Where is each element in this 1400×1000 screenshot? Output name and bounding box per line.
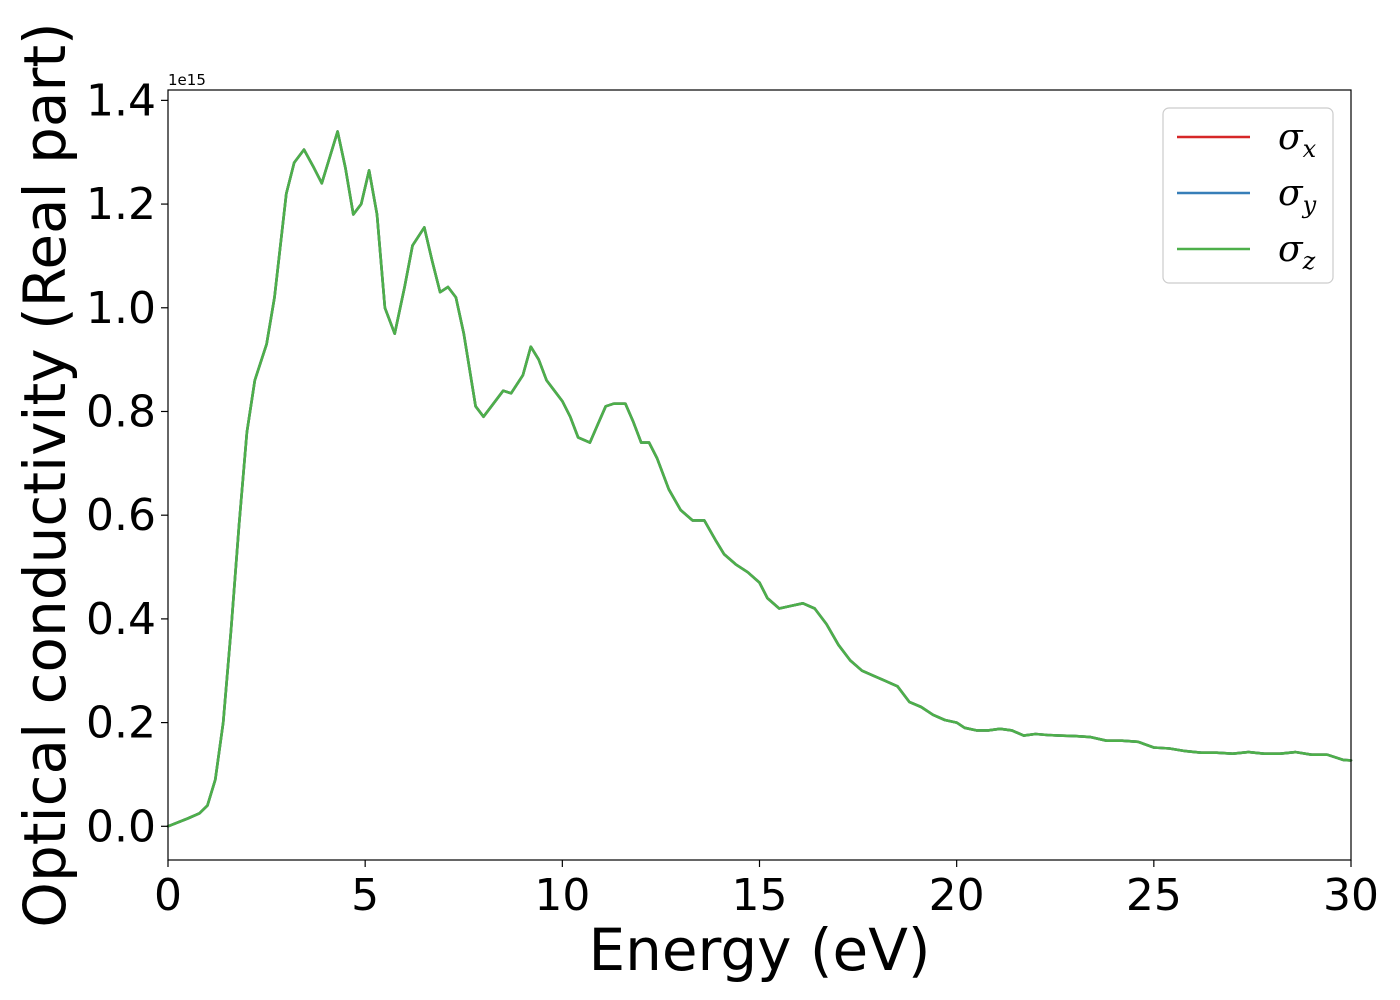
y-tick-label: 1.4: [86, 75, 156, 126]
y-tick-label: 0.4: [86, 594, 156, 645]
y-axis-title: Optical conductivity (Real part): [11, 22, 79, 927]
legend: σx σy σz: [1162, 107, 1334, 284]
series-line-z: [166, 130, 1353, 828]
legend-label: σx: [1278, 117, 1317, 163]
y-axis-offset-label: 1e15: [168, 71, 206, 89]
legend-label: σy: [1278, 173, 1317, 219]
y-tick-label: 0.6: [86, 490, 156, 541]
x-tick-label: 25: [1126, 870, 1182, 921]
series-layer: [166, 130, 1353, 828]
x-axis-title: Energy (eV): [588, 916, 930, 984]
x-tick-label: 30: [1323, 870, 1379, 921]
x-axis: 0 5 10 15 20 25 30: [154, 860, 1379, 921]
legend-label: σz: [1278, 229, 1316, 275]
legend-entry-z: σz: [1177, 229, 1316, 275]
legend-box: [1162, 107, 1334, 284]
legend-entry-x: σx: [1177, 117, 1317, 163]
x-tick-label: 10: [534, 870, 590, 921]
y-tick-label: 1.0: [86, 283, 156, 334]
y-tick-label: 0.2: [86, 698, 156, 749]
x-tick-label: 5: [351, 870, 379, 921]
y-axis: 0.0 0.2 0.4 0.6 0.8 1.0 1.2 1.4: [86, 75, 168, 852]
y-tick-label: 0.8: [86, 386, 156, 437]
legend-entry-y: σy: [1177, 173, 1317, 219]
y-tick-label: 1.2: [86, 179, 156, 230]
x-tick-label: 0: [154, 870, 182, 921]
y-tick-label: 0.0: [86, 801, 156, 852]
x-tick-label: 20: [929, 870, 985, 921]
x-tick-label: 15: [732, 870, 788, 921]
